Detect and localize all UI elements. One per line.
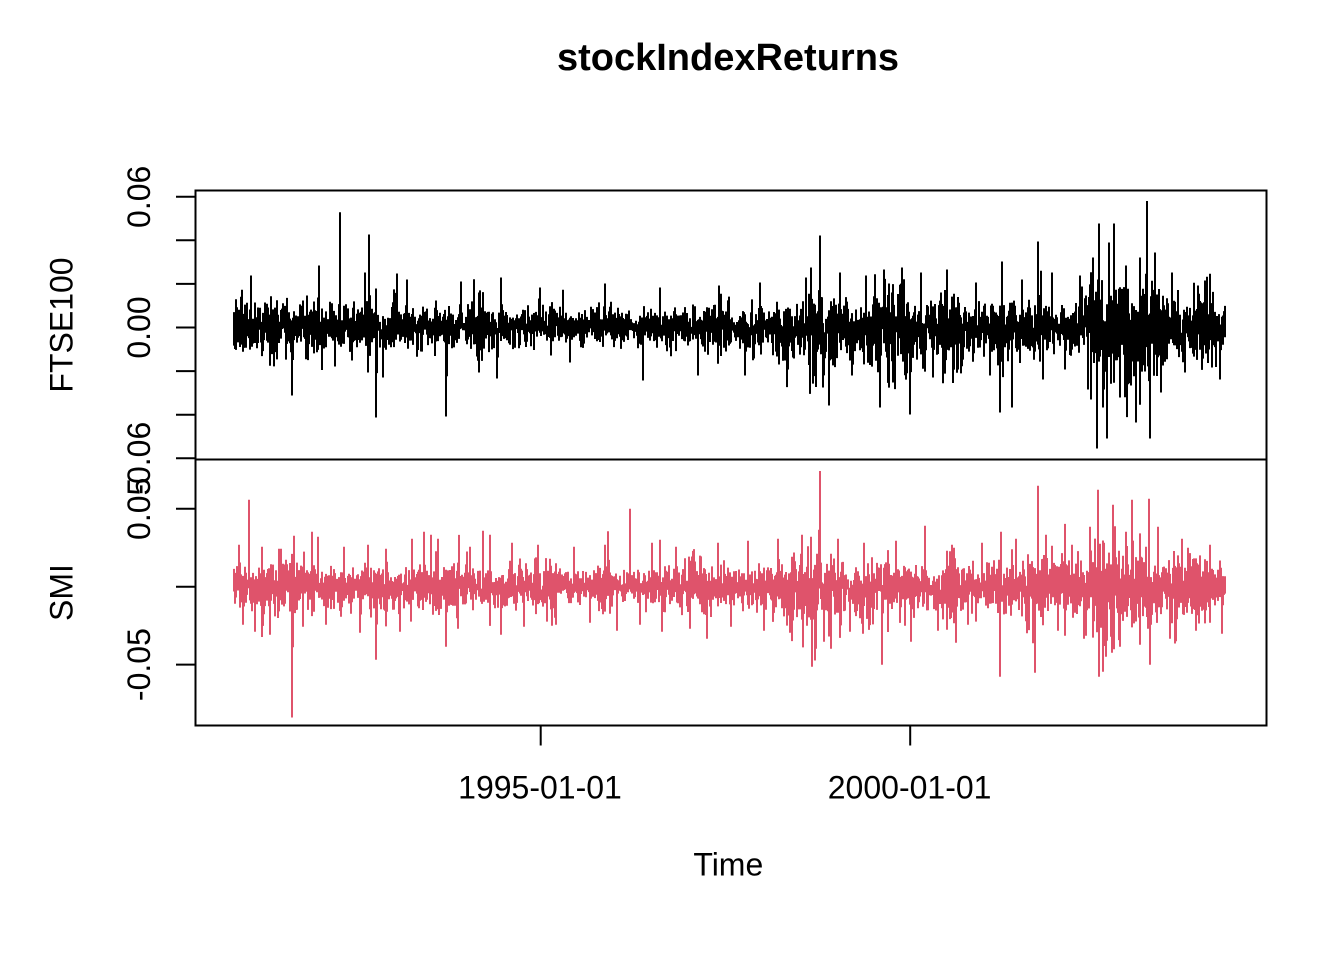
svg-text:SMI: SMI [44,564,80,621]
svg-text:0.00: 0.00 [121,296,157,358]
svg-text:2000-01-01: 2000-01-01 [828,769,992,805]
svg-text:stockIndexReturns: stockIndexReturns [557,37,899,79]
svg-text:Time: Time [693,847,763,883]
svg-text:-0.05: -0.05 [121,628,157,701]
svg-text:FTSE100: FTSE100 [44,257,80,392]
svg-text:-0.06: -0.06 [121,422,157,495]
svg-text:1995-01-01: 1995-01-01 [458,769,622,805]
svg-text:0.05: 0.05 [121,478,157,540]
svg-text:0.06: 0.06 [121,166,157,228]
